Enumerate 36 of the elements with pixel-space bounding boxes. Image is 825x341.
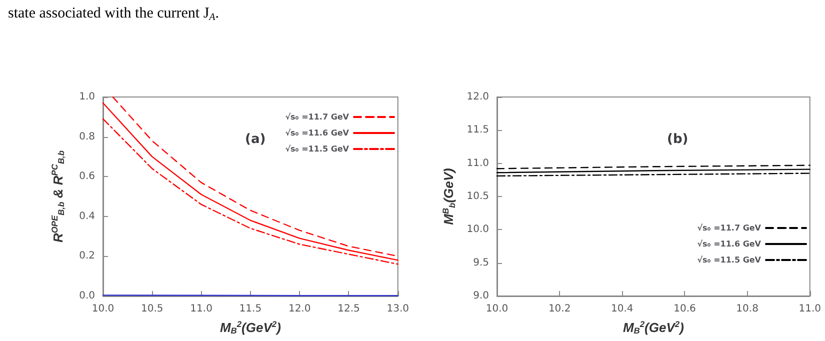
x-tick-label: 13.0 (386, 304, 409, 314)
y-tick-label: 9.5 (473, 257, 489, 268)
y-tick-label: 11.0 (466, 158, 489, 169)
y-axis-title: ROPEB,b & RPCB,b (50, 150, 66, 243)
x-tick-label: 12.0 (288, 304, 311, 314)
x-tick-label: 10.6 (674, 304, 696, 314)
x-tick-label: 10.2 (548, 304, 571, 314)
x-tick-label: 10.5 (141, 304, 164, 314)
y-tick-label: 9.0 (473, 290, 489, 302)
y-tick-label: 0.4 (79, 210, 95, 222)
legend-label: √s₀ =11.6 GeV (285, 128, 350, 138)
x-tick-label: 10.0 (92, 304, 114, 314)
legend-label: √s₀ =11.7 GeV (285, 112, 350, 122)
y-tick-label: 12.0 (466, 92, 489, 102)
y-tick-label: 10.0 (466, 224, 489, 236)
legend-label: √s₀ =11.6 GeV (697, 240, 762, 248)
x-tick-label: 11.5 (239, 304, 262, 314)
x-tick-label: 12.5 (338, 304, 360, 314)
y-tick-label: 0.6 (79, 171, 95, 182)
legend-label: √s₀ =11.5 GeV (285, 144, 350, 154)
legend-label: √s₀ =11.7 GeV (697, 224, 762, 232)
y-tick-label: 10.5 (466, 191, 489, 202)
y-tick-label: 0.8 (79, 131, 95, 142)
y-tick-label: 11.5 (466, 124, 489, 136)
x-tick-label: 10.8 (736, 304, 758, 314)
text: (b) (667, 132, 688, 147)
legend-label: √s₀ =11.5 GeV (697, 256, 762, 264)
text: (a) (245, 132, 266, 147)
x-tick-label: 10.0 (486, 304, 508, 314)
x-tick-label: 11.0 (798, 304, 821, 314)
y-tick-label: 0.2 (79, 250, 95, 262)
x-tick-label: 10.4 (611, 304, 634, 314)
y-axis-title: MBb(GeV) (440, 168, 457, 225)
y-tick-label: 1.0 (79, 92, 95, 102)
x-tick-label: 11.0 (190, 304, 212, 314)
y-tick-label: 0.0 (79, 290, 95, 302)
